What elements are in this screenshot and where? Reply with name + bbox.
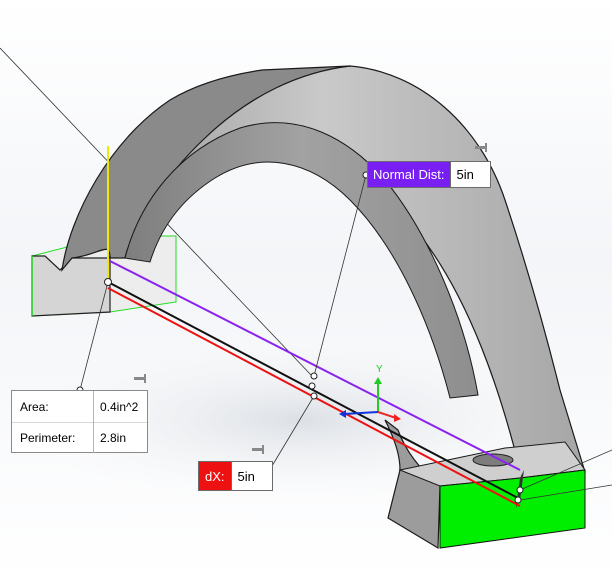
area-row: Area: 0.4in^2 [12,391,147,423]
dx-callout[interactable]: dX: 5in [198,461,273,491]
point-dx[interactable] [310,392,318,400]
triad-y-label: Y [376,364,383,375]
perimeter-row: Perimeter: 2.8in [12,422,147,453]
perimeter-label: Perimeter: [20,431,76,445]
normal-dist-leader [313,174,367,377]
point-start[interactable] [104,278,112,286]
normal-distance-value: 5in [450,162,490,187]
section-properties-callout[interactable]: Area: 0.4in^2 Perimeter: 2.8in [11,390,148,453]
normal-dist-line [107,259,521,471]
point-mid[interactable] [308,382,316,390]
dx-value: 5in [231,462,272,490]
point-end-2[interactable] [514,496,522,504]
right-leader-1 [519,449,612,491]
dx-leader [265,395,315,477]
measure-center-line [107,281,519,499]
normal-distance-callout[interactable]: Normal Dist: 5in [367,161,491,188]
area-label: Area: [20,400,49,414]
arch-front-face[interactable] [61,65,351,273]
point-end-1[interactable] [516,486,524,494]
dx-label: dX: [199,462,232,490]
normal-distance-label: Normal Dist: [368,162,451,187]
area-value: 0.4in^2 [100,400,139,414]
arch-inner-surface[interactable] [124,122,479,399]
selected-face[interactable] [439,469,586,549]
reference-triad-icon: Y [339,364,401,422]
area-leader [79,281,109,391]
point-normal[interactable] [310,372,318,380]
perimeter-value: 2.8in [100,431,127,445]
area-divider [93,391,94,422]
perimeter-divider [93,422,94,453]
pin-icon[interactable] [475,143,487,152]
right-leader-2 [519,484,612,501]
pin-icon[interactable] [134,374,146,383]
slot-hole[interactable] [472,453,514,467]
pin-icon[interactable] [252,445,264,454]
